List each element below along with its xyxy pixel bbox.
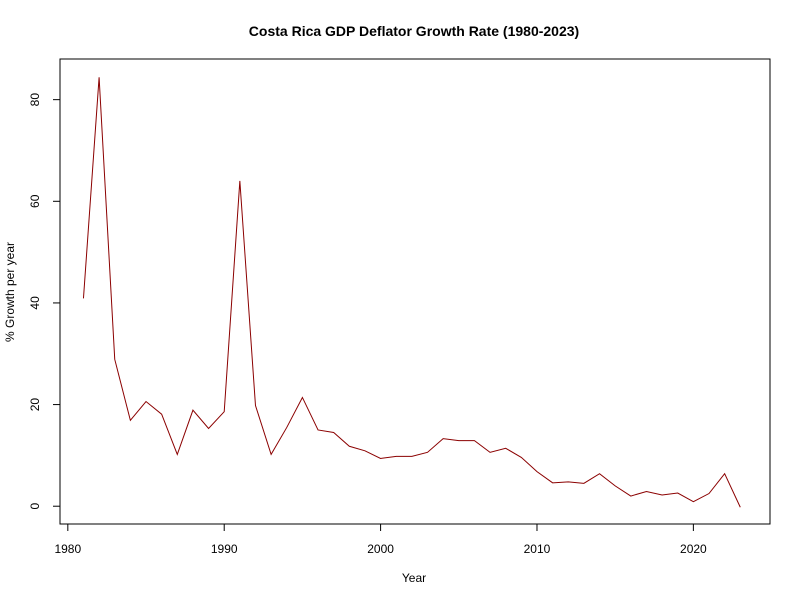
series-line	[82, 77, 741, 508]
plot-frame	[59, 58, 771, 525]
x-tick-label: 2020	[680, 542, 707, 556]
series-layer	[82, 77, 741, 508]
y-tick-label: 80	[28, 93, 42, 107]
x-tick-label: 2000	[367, 542, 394, 556]
y-tick-label: 40	[28, 296, 42, 310]
y-tick-label: 60	[28, 194, 42, 208]
x-tick-label: 1990	[211, 542, 238, 556]
y-axis: 0 20 40 60 80	[28, 93, 61, 510]
y-tick-label: 0	[28, 503, 42, 510]
y-axis-label: % Growth per year	[3, 242, 17, 342]
x-tick-label: 1980	[54, 542, 81, 556]
chart-title: Costa Rica GDP Deflator Growth Rate (198…	[249, 23, 579, 39]
x-tick-label: 2010	[524, 542, 551, 556]
x-axis: 1980 1990 2000 2010 2020	[54, 523, 707, 556]
y-tick-label: 20	[28, 398, 42, 412]
x-axis-label: Year	[402, 571, 426, 585]
